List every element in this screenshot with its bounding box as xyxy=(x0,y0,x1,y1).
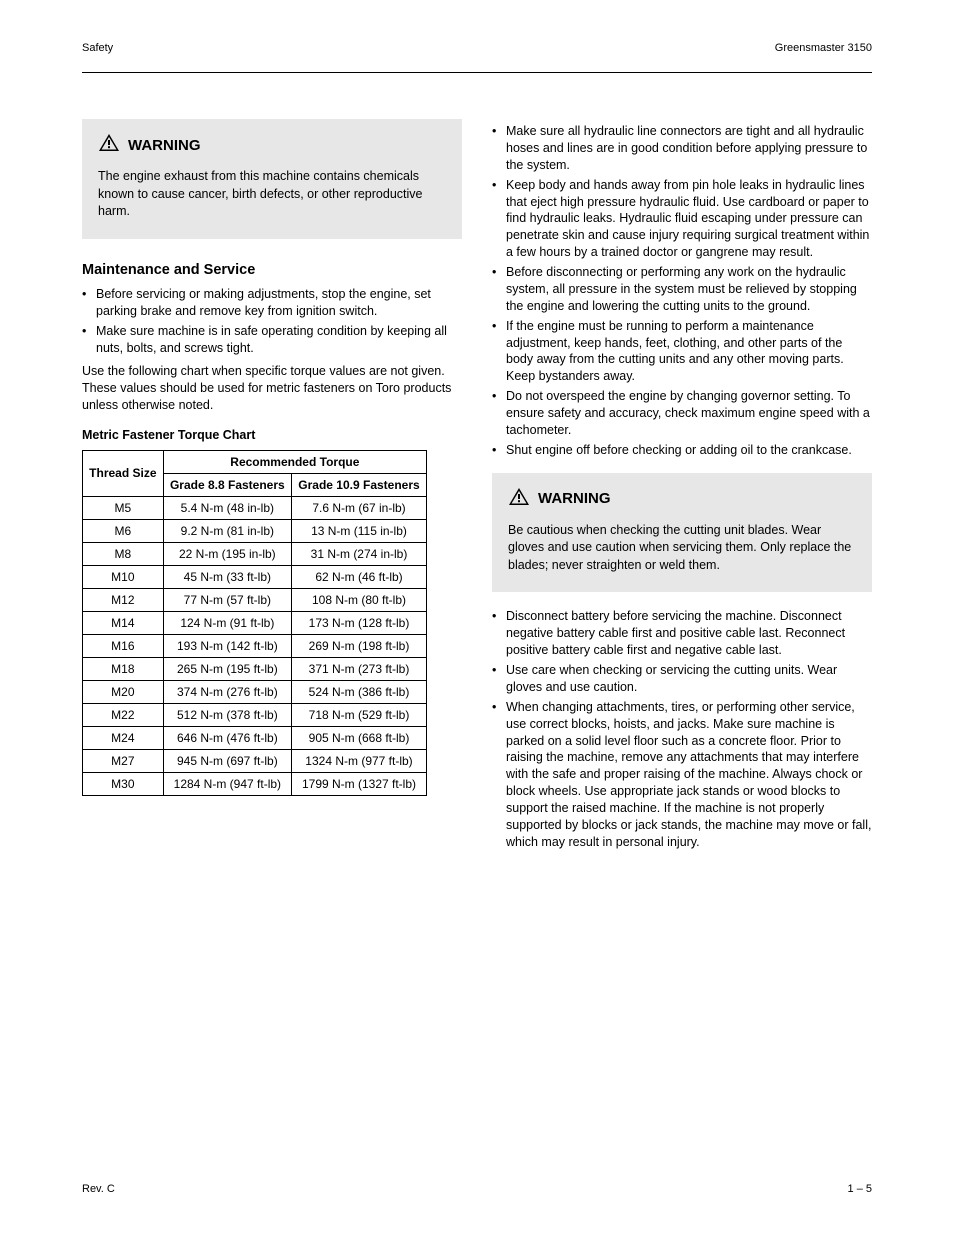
table-row: M1045 N-m (33 ft-lb)62 N-m (46 ft-lb) xyxy=(83,566,427,589)
table-row: M16193 N-m (142 ft-lb)269 N-m (198 ft-lb… xyxy=(83,635,427,658)
th-thread-label: Thread Size xyxy=(89,467,157,480)
table-cell: M16 xyxy=(83,635,164,658)
table-cell: M12 xyxy=(83,589,164,612)
table-cell: 374 N-m (276 ft-lb) xyxy=(163,681,291,704)
right-bullets-top: Make sure all hydraulic line connectors … xyxy=(492,123,872,459)
list-item: Use care when checking or servicing the … xyxy=(492,662,872,696)
table-cell: 512 N-m (378 ft-lb) xyxy=(163,704,291,727)
table-row: M1277 N-m (57 ft-lb)108 N-m (80 ft-lb) xyxy=(83,589,427,612)
table-title: Metric Fastener Torque Chart xyxy=(82,427,462,444)
table-cell: 905 N-m (668 ft-lb) xyxy=(291,727,426,750)
table-row: M24646 N-m (476 ft-lb)905 N-m (668 ft-lb… xyxy=(83,727,427,750)
list-item: Shut engine off before checking or addin… xyxy=(492,442,872,459)
right-bullets-bottom: Disconnect battery before servicing the … xyxy=(492,608,872,850)
torque-intro: Use the following chart when specific to… xyxy=(82,363,462,414)
warning-icon xyxy=(98,133,120,158)
header-right: Greensmaster 3150 xyxy=(775,42,872,54)
list-item: Do not overspeed the engine by changing … xyxy=(492,388,872,439)
table-cell: M10 xyxy=(83,566,164,589)
list-item: Make sure machine is in safe operating c… xyxy=(82,323,462,357)
table-cell: 193 N-m (142 ft-lb) xyxy=(163,635,291,658)
table-cell: 173 N-m (128 ft-lb) xyxy=(291,612,426,635)
table-cell: 77 N-m (57 ft-lb) xyxy=(163,589,291,612)
table-cell: M6 xyxy=(83,520,164,543)
table-cell: 124 N-m (91 ft-lb) xyxy=(163,612,291,635)
table-cell: 31 N-m (274 in-lb) xyxy=(291,543,426,566)
table-cell: 13 N-m (115 in-lb) xyxy=(291,520,426,543)
table-row: M20374 N-m (276 ft-lb)524 N-m (386 ft-lb… xyxy=(83,681,427,704)
table-cell: 62 N-m (46 ft-lb) xyxy=(291,566,426,589)
table-cell: 1799 N-m (1327 ft-lb) xyxy=(291,773,426,796)
maintenance-heading: Maintenance and Service xyxy=(82,261,462,281)
header-rule xyxy=(82,72,872,73)
table-cell: 1284 N-m (947 ft-lb) xyxy=(163,773,291,796)
right-column: Make sure all hydraulic line connectors … xyxy=(492,119,872,855)
warning-box-exhaust: WARNING The engine exhaust from this mac… xyxy=(82,119,462,239)
table-cell: M30 xyxy=(83,773,164,796)
list-item: Before disconnecting or performing any w… xyxy=(492,264,872,315)
table-cell: M18 xyxy=(83,658,164,681)
table-cell: M20 xyxy=(83,681,164,704)
table-cell: M14 xyxy=(83,612,164,635)
th-thread: Thread Size xyxy=(83,451,164,497)
table-cell: 7.6 N-m (67 in-lb) xyxy=(291,497,426,520)
list-item: Disconnect battery before servicing the … xyxy=(492,608,872,659)
warning-icon xyxy=(508,487,530,512)
warning-box-blades: WARNING Be cautious when checking the cu… xyxy=(492,473,872,593)
table-cell: 1324 N-m (977 ft-lb) xyxy=(291,750,426,773)
torque-table: Thread Size Recommended Torque Grade 8.8… xyxy=(82,450,427,796)
table-cell: M5 xyxy=(83,497,164,520)
list-item: Before servicing or making adjustments, … xyxy=(82,286,462,320)
warning-label: WARNING xyxy=(128,136,201,156)
th-g109: Grade 10.9 Fasteners xyxy=(291,474,426,497)
table-cell: 945 N-m (697 ft-lb) xyxy=(163,750,291,773)
table-row: M18265 N-m (195 ft-lb)371 N-m (273 ft-lb… xyxy=(83,658,427,681)
table-row: M22512 N-m (378 ft-lb)718 N-m (529 ft-lb… xyxy=(83,704,427,727)
table-cell: 265 N-m (195 ft-lb) xyxy=(163,658,291,681)
table-cell: 371 N-m (273 ft-lb) xyxy=(291,658,426,681)
table-cell: M27 xyxy=(83,750,164,773)
header-left: Safety xyxy=(82,42,113,54)
list-item: Make sure all hydraulic line connectors … xyxy=(492,123,872,174)
table-row: M69.2 N-m (81 in-lb)13 N-m (115 in-lb) xyxy=(83,520,427,543)
list-item: When changing attachments, tires, or per… xyxy=(492,699,872,851)
th-recommended: Recommended Torque xyxy=(163,451,426,474)
footer-left: Rev. C xyxy=(82,1183,115,1195)
table-cell: 108 N-m (80 ft-lb) xyxy=(291,589,426,612)
table-cell: 524 N-m (386 ft-lb) xyxy=(291,681,426,704)
warning-label: WARNING xyxy=(538,489,611,509)
table-row: M27945 N-m (697 ft-lb)1324 N-m (977 ft-l… xyxy=(83,750,427,773)
table-row: M301284 N-m (947 ft-lb)1799 N-m (1327 ft… xyxy=(83,773,427,796)
table-cell: M8 xyxy=(83,543,164,566)
table-cell: 718 N-m (529 ft-lb) xyxy=(291,704,426,727)
table-cell: M24 xyxy=(83,727,164,750)
maintenance-bullets: Before servicing or making adjustments, … xyxy=(82,286,462,357)
footer-page: 1 – 5 xyxy=(848,1183,872,1195)
warning-text: The engine exhaust from this machine con… xyxy=(98,168,446,221)
warning-text: Be cautious when checking the cutting un… xyxy=(508,522,856,575)
table-row: M822 N-m (195 in-lb)31 N-m (274 in-lb) xyxy=(83,543,427,566)
table-row: M14124 N-m (91 ft-lb)173 N-m (128 ft-lb) xyxy=(83,612,427,635)
th-g88: Grade 8.8 Fasteners xyxy=(163,474,291,497)
table-row: M55.4 N-m (48 in-lb)7.6 N-m (67 in-lb) xyxy=(83,497,427,520)
table-cell: 646 N-m (476 ft-lb) xyxy=(163,727,291,750)
list-item: If the engine must be running to perform… xyxy=(492,318,872,386)
list-item: Keep body and hands away from pin hole l… xyxy=(492,177,872,261)
table-cell: 22 N-m (195 in-lb) xyxy=(163,543,291,566)
table-cell: 45 N-m (33 ft-lb) xyxy=(163,566,291,589)
table-cell: 5.4 N-m (48 in-lb) xyxy=(163,497,291,520)
table-cell: M22 xyxy=(83,704,164,727)
left-column: WARNING The engine exhaust from this mac… xyxy=(82,119,462,855)
table-cell: 269 N-m (198 ft-lb) xyxy=(291,635,426,658)
table-cell: 9.2 N-m (81 in-lb) xyxy=(163,520,291,543)
